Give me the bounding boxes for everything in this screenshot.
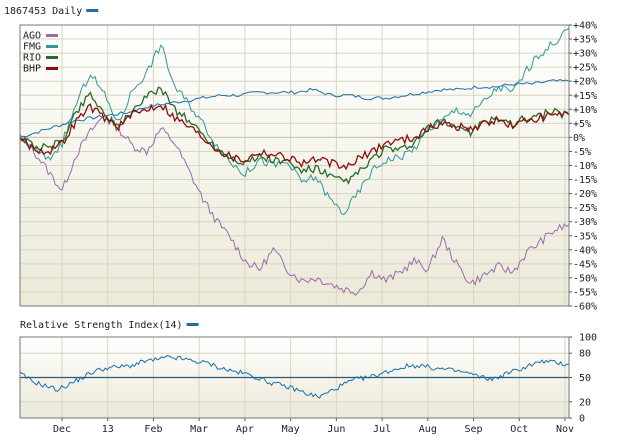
- indicator-title: Relative Strength Index(14): [20, 320, 183, 331]
- series-line-bhp: [19, 103, 570, 171]
- y-tick-label: +10%: [573, 105, 597, 116]
- y-tick-label: +20%: [573, 77, 597, 88]
- legend-label: AGO: [23, 31, 41, 42]
- x-tick-label: 13: [102, 424, 114, 435]
- y-tick-label: -15%: [573, 175, 597, 186]
- x-tick-label: Feb: [144, 424, 162, 435]
- rsi-frame: [19, 336, 570, 419]
- y-tick-label: -60%: [573, 302, 597, 313]
- y-tick-label: -25%: [573, 203, 597, 214]
- y-tick-label: -30%: [573, 217, 597, 228]
- rsi-tick-label: 50: [579, 373, 591, 384]
- x-tick-label: May: [282, 424, 300, 435]
- x-tick-label: Apr: [236, 424, 254, 435]
- x-tick-label: Sep: [465, 424, 483, 435]
- y-tick-label: -20%: [573, 189, 597, 200]
- legend-swatch: [46, 67, 58, 70]
- main-panel: +40% +35% +30% +25% +20% +15% +10% +5% 0% -5% -10%…: [19, 21, 597, 313]
- y-tick-label: -35%: [573, 231, 597, 242]
- rsi-tick-label: 80: [579, 349, 591, 360]
- legend-swatch: [46, 45, 58, 48]
- legend-label: RIO: [23, 53, 41, 64]
- rsi-tick-label: 20: [579, 397, 591, 408]
- legend-label: BHP: [23, 64, 41, 75]
- y-tick-label: -5%: [573, 147, 591, 158]
- legend-swatch: [46, 56, 58, 59]
- y-tick-label: -45%: [573, 259, 597, 270]
- y-tick-label: -55%: [573, 287, 597, 298]
- x-tick-label: Aug: [419, 424, 437, 435]
- rsi-panel: 100 80 50 20 0 Dec 13 Feb Mar Apr May Jun Jul Aug Sep O…: [19, 333, 597, 435]
- series-line-fmg: [19, 27, 570, 216]
- y-tick-label: +15%: [573, 91, 597, 102]
- rsi-tick-label: 100: [579, 333, 597, 344]
- y-tick-label: +25%: [573, 63, 597, 74]
- y-tick-label: +5%: [573, 119, 591, 130]
- y-tick-label: +40%: [573, 21, 597, 32]
- series-line-baseline: [19, 78, 570, 138]
- y-tick-label: -40%: [573, 245, 597, 256]
- x-tick-label: Jul: [373, 424, 391, 435]
- x-tick-label: Mar: [190, 424, 208, 435]
- y-tick-label: +35%: [573, 35, 597, 46]
- y-tick-label: +30%: [573, 49, 597, 60]
- plot-frame: [19, 24, 570, 307]
- y-tick-label: 0%: [573, 133, 585, 144]
- x-tick-label: Nov: [556, 424, 574, 435]
- y-tick-label: -10%: [573, 161, 597, 172]
- x-tick-label: Oct: [510, 424, 528, 435]
- chart-title: 1867453 Daily: [4, 6, 82, 17]
- rsi-tick-label: 0: [579, 414, 585, 425]
- title-swatch: [86, 9, 99, 12]
- rsi-line: [19, 355, 570, 399]
- legend-label: FMG: [23, 42, 41, 53]
- legend-swatch: [46, 34, 58, 37]
- y-tick-label: -50%: [573, 273, 597, 284]
- indicator-swatch: [186, 323, 199, 326]
- x-tick-label: Dec: [53, 424, 71, 435]
- x-tick-label: Jun: [327, 424, 345, 435]
